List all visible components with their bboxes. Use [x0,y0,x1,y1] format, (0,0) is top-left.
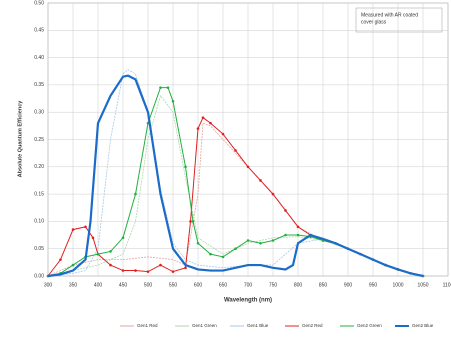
series-line [47,74,424,278]
data-point [209,252,212,256]
x-tick-label: 400 [94,282,103,288]
x-tick-label: 600 [194,282,203,288]
y-tick-label: 0.50 [34,0,44,6]
y-tick-label: 0.25 [34,137,44,143]
x-tick-label: 550 [169,282,178,288]
data-point [59,258,62,261]
y-tick-label: 0.30 [34,110,44,116]
data-point [259,179,262,182]
y-tick-label: 0.40 [34,55,44,61]
x-tick-label: 1050 [417,282,428,288]
x-tick-label: 650 [219,282,228,288]
data-point [159,263,162,267]
data-point [121,236,125,240]
data-point [196,241,200,245]
data-point [271,192,275,196]
data-point [296,225,300,229]
data-point [209,121,212,125]
data-point [196,127,200,130]
y-tick-label: 0.20 [34,164,44,170]
data-point [296,233,300,237]
y-tick-label: 0.15 [34,191,44,197]
annotation: cover glass [361,19,387,25]
data-point [246,239,250,242]
data-point [71,228,75,231]
data-point [221,255,225,259]
y-tick-label: 0.35 [34,82,44,88]
data-point [189,220,192,223]
data-point [121,269,125,272]
legend-label: Gen2 Red [302,323,323,328]
data-point [259,241,262,245]
data-point [221,132,225,136]
legend-label: Gen2 Blue [412,323,434,328]
data-point [109,250,112,253]
x-tick-label: 950 [369,282,378,288]
y-tick-label: 0.45 [34,28,44,34]
data-point [284,209,287,212]
data-point [201,116,205,119]
data-point [246,165,250,169]
legend-label: Gen1 Green [192,323,217,328]
x-tick-label: 450 [119,282,128,288]
x-tick-label: 1000 [392,282,403,288]
annotation-box [355,7,443,33]
x-tick-label: 850 [319,282,328,288]
y-tick-label: 0.10 [34,219,44,225]
legend-label: Gen1 Blue [247,323,269,328]
x-tick-label: 500 [144,282,153,288]
x-tick-label: 800 [294,282,303,288]
data-point [134,192,137,196]
x-tick-label: 900 [344,282,353,288]
data-point [109,263,112,267]
data-point [84,225,87,229]
data-point [184,165,187,169]
data-point [284,233,287,237]
y-tick-label: 0.00 [34,273,44,279]
x-tick-label: 750 [269,282,278,288]
x-tick-label: 1100 [443,282,451,288]
data-point [146,270,150,273]
annotation: Measured with AR coated [361,12,418,18]
data-point [159,86,162,89]
data-point [191,220,195,223]
legend-label: Gen1 Red [137,323,158,328]
data-point [71,263,75,267]
y-axis-label: Absolute Quantum Efficiency [17,100,23,178]
data-point [171,270,175,273]
data-point [171,99,175,103]
legend-label: Gen2 Green [357,323,382,328]
x-tick-label: 300 [44,282,53,288]
data-point [96,252,100,256]
data-point [234,247,237,250]
x-tick-label: 350 [69,282,78,288]
data-point [234,149,237,152]
x-axis-label: Wavelength (nm) [224,298,272,304]
data-point [166,86,170,89]
y-tick-label: 0.05 [34,246,44,252]
data-point [134,269,137,272]
x-tick-label: 700 [244,282,253,288]
data-point [91,236,95,240]
data-point [184,266,187,270]
data-point [271,239,275,242]
